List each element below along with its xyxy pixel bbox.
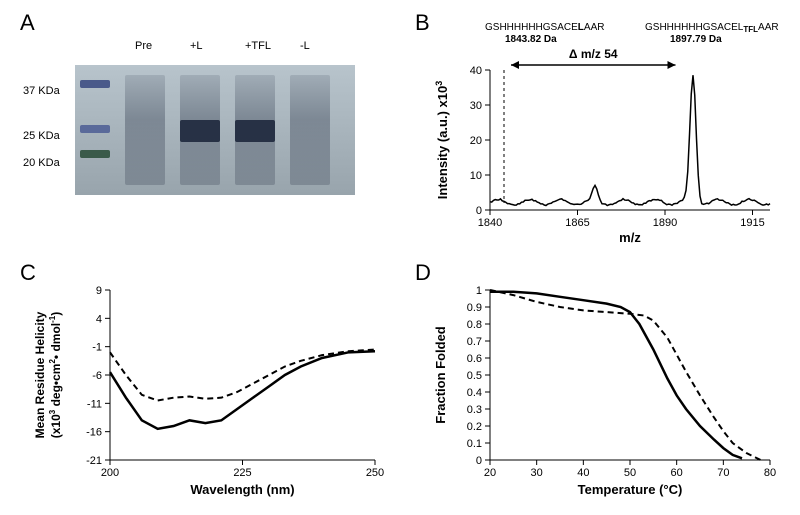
svg-text:0: 0 [476,455,482,467]
svg-text:Wavelength (nm): Wavelength (nm) [190,482,294,497]
svg-text:0: 0 [476,205,482,217]
svg-text:10: 10 [470,170,482,182]
svg-text:-1: -1 [92,342,102,354]
svg-text:1: 1 [476,285,482,297]
melting-curve-chart: 20 30 40 50 60 70 80 0 0.1 0.2 0.3 0.4 0.5 0.6 0.7 0.8 0… [415,260,795,510]
panel-c-label: C [20,260,36,286]
panel-d-label: D [415,260,431,286]
svg-text:60: 60 [671,467,683,479]
svg-text:1915: 1915 [740,217,764,229]
svg-text:0.4: 0.4 [467,387,482,399]
svg-text:0.2: 0.2 [467,421,482,433]
gel-lane-label: +TFL [245,40,271,52]
svg-text:0.6: 0.6 [467,353,482,365]
svg-text:1890: 1890 [653,217,677,229]
svg-text:Δ m/z 54: Δ m/z 54 [569,47,618,61]
svg-text:0.9: 0.9 [467,302,482,314]
svg-text:200: 200 [101,467,119,479]
svg-text:30: 30 [531,467,543,479]
cd-spectrum-chart: 200 225 250 -21 -16 -11 -6 -1 4 9 Wavelength (nm) M… [20,260,400,510]
svg-text:20: 20 [484,467,496,479]
panel-c-cd-spectrum: C 200 225 250 -21 -16 -11 -6 -1 4 9 Wavelength (nm… [20,260,400,510]
svg-text:Mean Residue Helicity: Mean Residue Helicity [33,311,47,438]
panel-a-label: A [20,10,35,36]
svg-text:9: 9 [96,285,102,297]
svg-text:0.3: 0.3 [467,404,482,416]
svg-text:0.7: 0.7 [467,336,482,348]
svg-text:1865: 1865 [565,217,589,229]
svg-text:Intensity (a.u.) x103: Intensity (a.u.) x103 [434,81,450,199]
svg-text:250: 250 [366,467,384,479]
panel-b-mass-spec: B GSHHHHHHGSACELAAR1843.82 DaGSHHHHHHGSA… [415,10,795,250]
gel-marker-label: 20 KDa [23,157,60,169]
svg-text:4: 4 [96,313,102,325]
svg-text:80: 80 [764,467,776,479]
gel-lane-label: -L [300,40,310,52]
svg-text:Fraction Folded: Fraction Folded [433,326,448,424]
svg-text:0.5: 0.5 [467,370,482,382]
svg-text:-16: -16 [86,427,102,439]
svg-text:1840: 1840 [478,217,502,229]
gel-image: Pre+L+TFL-L37 KDa25 KDa20 KDa [75,65,355,195]
svg-text:0.8: 0.8 [467,319,482,331]
svg-text:m/z: m/z [619,230,641,245]
gel-lane-label: +L [190,40,203,52]
mass-spectrum-chart: GSHHHHHHGSACELAAR1843.82 Da GSHHHHHHGSACE… [415,10,795,250]
gel-marker-label: 37 KDa [23,85,60,97]
gel-marker-label: 25 KDa [23,130,60,142]
svg-text:40: 40 [470,65,482,77]
svg-text:50: 50 [624,467,636,479]
gel-lane-label: Pre [135,40,152,52]
svg-text:20: 20 [470,135,482,147]
svg-text:0.1: 0.1 [467,438,482,450]
svg-text:30: 30 [470,100,482,112]
svg-text:Temperature (°C): Temperature (°C) [578,482,683,497]
svg-text:(x103 deg•cm2• dmol-1): (x103 deg•cm2• dmol-1) [48,312,63,438]
svg-text:-6: -6 [92,370,102,382]
svg-text:1843.82 Da: 1843.82 Da [505,34,557,45]
svg-text:GSHHHHHHGSACELTFLAAR: GSHHHHHHGSACELTFLAAR [645,22,779,34]
panel-d-melting: D 20 30 40 50 60 70 80 0 0.1 0.2 0.3 0.4 0.5 0.6 0.7 0.… [415,260,795,510]
svg-text:GSHHHHHHGSACELAAR: GSHHHHHHGSACELAAR [485,22,604,33]
svg-text:40: 40 [577,467,589,479]
svg-text:-21: -21 [86,455,102,467]
svg-text:1897.79 Da: 1897.79 Da [670,34,722,45]
svg-text:-11: -11 [87,398,102,410]
panel-a-gel: A Pre+L+TFL-L37 KDa25 KDa20 KDa [20,10,400,240]
svg-text:225: 225 [233,467,251,479]
svg-text:70: 70 [717,467,729,479]
panel-b-label: B [415,10,430,36]
